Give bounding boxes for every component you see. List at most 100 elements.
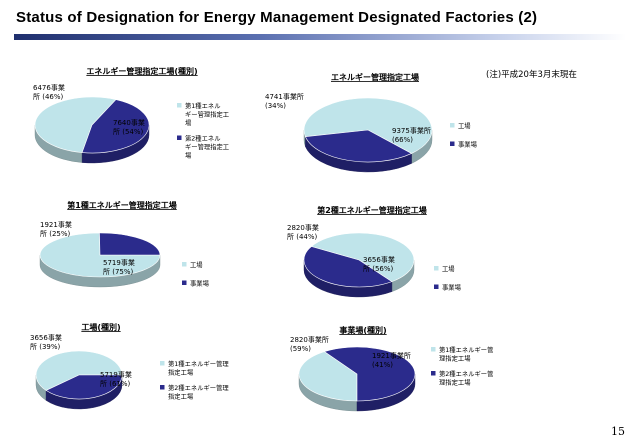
legend-label-line: 事業場 bbox=[190, 279, 210, 288]
slice-data-label: 4741事業所(34%) bbox=[265, 92, 304, 110]
pie-chart-3: 第1種エネルギー管理指定工場 bbox=[39, 200, 187, 288]
slice-data-label-line: (59%) bbox=[290, 345, 311, 353]
slice-data-label-line: 6476事業 bbox=[33, 83, 65, 92]
slice-data-label-line: 1921事業所 bbox=[372, 351, 411, 360]
slice-data-label-line: 5719事業 bbox=[103, 258, 135, 267]
slice-data-label-line: 所 (54%) bbox=[113, 127, 144, 136]
slice-data-label-line: 所 (39%) bbox=[30, 342, 61, 351]
date-note: (注)平成20年3月末現在 bbox=[486, 70, 577, 80]
slice-data-label: 3656事業所 (39%) bbox=[30, 333, 62, 351]
legend-swatch bbox=[431, 371, 436, 376]
legend-swatch bbox=[431, 347, 436, 352]
legend-label-line: 指定工場 bbox=[168, 392, 194, 401]
slice-data-label-line: 3656事業 bbox=[30, 333, 62, 342]
legend-swatch bbox=[434, 284, 439, 289]
pie-chart-4: 第2種エネルギー管理指定工場 bbox=[303, 205, 439, 298]
legend-label: 工場 bbox=[442, 264, 455, 273]
legend-label-line: ギー管理指定工 bbox=[185, 110, 229, 119]
pie-chart-5: 工場(種別) bbox=[35, 322, 165, 410]
chart-title: 第2種エネルギー管理指定工場 bbox=[317, 205, 427, 215]
pie-slice bbox=[99, 232, 161, 256]
page-number: 15 bbox=[611, 425, 625, 438]
legend-label-line: 第1種エネル bbox=[185, 101, 221, 110]
pie-slice bbox=[304, 129, 413, 163]
legend-swatch bbox=[450, 123, 455, 128]
slice-data-label-line: 所 (75%) bbox=[103, 267, 134, 276]
slice-data-label-line: (66%) bbox=[392, 136, 413, 144]
legend-label-line: 指定工場 bbox=[168, 368, 194, 377]
slice-data-label-line: 7640事業 bbox=[113, 118, 145, 127]
pie-slice bbox=[303, 97, 433, 154]
legend-label-line: 事業場 bbox=[458, 140, 478, 149]
chart-title: エネルギー管理指定工場(種別) bbox=[86, 66, 197, 76]
legend-label-line: 第1種エネルギー管理 bbox=[168, 359, 229, 368]
chart-title: エネルギー管理指定工場 bbox=[331, 72, 419, 82]
legend-label-line: 理指定工場 bbox=[439, 354, 471, 363]
legend-swatch bbox=[160, 385, 165, 390]
slide-title: Status of Designation for Energy Managem… bbox=[16, 9, 538, 26]
legend-swatch bbox=[434, 266, 439, 271]
legend-label-line: 場 bbox=[185, 118, 192, 127]
slice-data-label-line: 1921事業 bbox=[40, 220, 72, 229]
slice-data-label: 9375事業所(66%) bbox=[392, 126, 431, 144]
legend-swatch bbox=[177, 135, 182, 140]
slice-data-label: 1921事業所(41%) bbox=[372, 351, 411, 369]
pie-chart-2: エネルギー管理指定工場 bbox=[303, 72, 455, 173]
slice-data-label: 6476事業所 (46%) bbox=[33, 83, 65, 101]
pie-slice bbox=[298, 351, 358, 402]
slice-data-label: 2820事業所 (44%) bbox=[287, 223, 319, 241]
slice-data-label-line: 9375事業所 bbox=[392, 126, 431, 135]
slice-data-label: 1921事業所 (25%) bbox=[40, 220, 72, 238]
slice-data-label: 5719事業所 (75%) bbox=[103, 258, 135, 276]
legend-label-line: 理指定工場 bbox=[439, 378, 471, 387]
pie-slice bbox=[323, 346, 416, 402]
pie-chart-1: エネルギー管理指定工場(種別) bbox=[34, 66, 198, 164]
slice-data-label-line: 2820事業所 bbox=[290, 335, 329, 344]
slice-data-label-line: 所 (61%) bbox=[100, 379, 131, 388]
chart-title: 第1種エネルギー管理指定工場 bbox=[67, 200, 177, 210]
legend-label-line: 第1種エネルギー管 bbox=[439, 345, 493, 354]
legend-label: 第1種エネルギー管理指定工場 bbox=[185, 101, 229, 127]
slice-data-label: 5719事業所 (61%) bbox=[100, 370, 132, 388]
slice-data-label: 2820事業所(59%) bbox=[290, 335, 329, 353]
slice-data-label-line: 3656事業 bbox=[363, 255, 395, 264]
legend-label-line: ギー管理指定工 bbox=[185, 142, 229, 151]
legend-label: 第2種エネルギー管理指定工場 bbox=[439, 369, 493, 387]
legend-label-line: 工場 bbox=[190, 260, 203, 269]
chart-title: 事業場(種別) bbox=[339, 325, 386, 335]
chart-title: 工場(種別) bbox=[81, 322, 120, 332]
legend-label: 事業場 bbox=[458, 140, 478, 149]
slice-data-label-line: 所 (46%) bbox=[33, 92, 64, 101]
legend-label: 第1種エネルギー管理指定工場 bbox=[168, 359, 229, 377]
legend-label-line: 工場 bbox=[458, 121, 471, 130]
legend-label: 第2種エネルギー管理指定工場 bbox=[168, 383, 229, 401]
pie-slice bbox=[310, 232, 415, 282]
pie-chart-6: 事業場(種別) bbox=[298, 325, 436, 412]
pie-slice bbox=[35, 350, 123, 391]
slice-data-label: 3656事業所 (56%) bbox=[363, 255, 395, 273]
pie-slice bbox=[45, 374, 123, 400]
slice-data-label: 7640事業所 (54%) bbox=[113, 118, 145, 136]
legend-label-line: 場 bbox=[185, 151, 192, 160]
legend-swatch bbox=[182, 262, 187, 267]
legend-label: 工場 bbox=[190, 260, 203, 269]
legend-swatch bbox=[177, 103, 182, 108]
slice-data-label-line: 2820事業 bbox=[287, 223, 319, 232]
slice-data-label-line: 所 (25%) bbox=[40, 229, 71, 238]
slice-data-label-line: 所 (44%) bbox=[287, 232, 318, 241]
legend-label: 第2種エネルギー管理指定工場 bbox=[185, 134, 229, 160]
slice-data-label-line: (41%) bbox=[372, 361, 393, 369]
legend-label-line: 第2種エネルギー管 bbox=[439, 369, 493, 378]
legend-label-line: 工場 bbox=[442, 264, 455, 273]
legend-label-line: 第2種エネル bbox=[185, 134, 221, 143]
legend-label: 工場 bbox=[458, 121, 471, 130]
slice-data-label-line: 所 (56%) bbox=[363, 264, 394, 273]
legend-swatch bbox=[160, 361, 165, 366]
pie-slice bbox=[39, 232, 161, 278]
legend-label: 事業場 bbox=[442, 283, 462, 292]
legend-label: 事業場 bbox=[190, 279, 210, 288]
legend-label-line: 第2種エネルギー管理 bbox=[168, 383, 229, 392]
slice-data-label-line: 4741事業所 bbox=[265, 92, 304, 101]
slice-data-label-line: (34%) bbox=[265, 102, 286, 110]
legend-swatch bbox=[182, 280, 187, 285]
